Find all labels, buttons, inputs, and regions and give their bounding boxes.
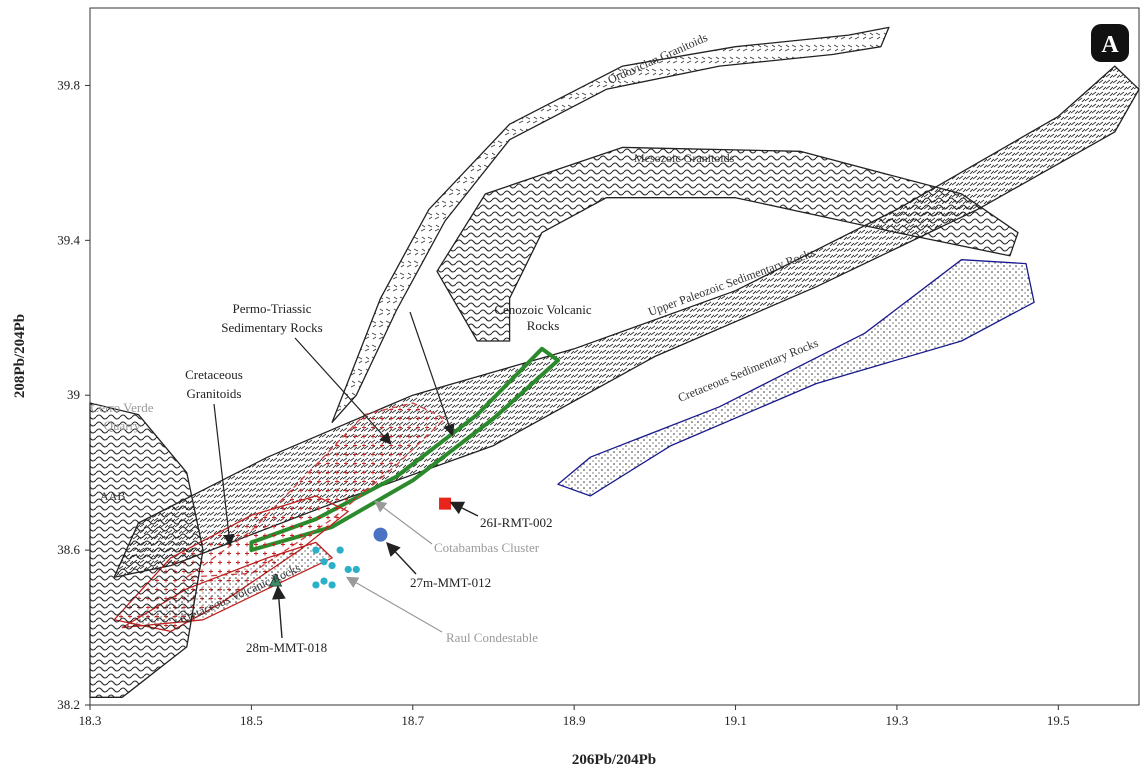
y-tick-label: 39.8 (57, 77, 80, 92)
panel-letter: A (1101, 32, 1119, 58)
y-axis-ticks: 38.2 38.6 39 39.4 39.8 (57, 77, 90, 712)
label-mesozoic-granitoids: Mesozoic Granitoids (634, 151, 735, 165)
label-raul-condestable: Raul Condestable (446, 630, 538, 645)
label-cenozoic-volcanic-2: Rocks (527, 318, 560, 333)
field-mesozoic-granitoids (436, 146, 1019, 342)
label-sample-26I-RMT-002: 26I-RMT-002 (480, 515, 552, 530)
x-axis-ticks: 18.3 18.5 18.7 18.9 19.1 19.3 19.5 (79, 705, 1070, 728)
label-aab: AAB (100, 489, 125, 503)
field-cerro-verde-quarry (89, 402, 204, 698)
arrow-cotabambas (374, 500, 433, 545)
arrow-permo-triassic (294, 337, 392, 445)
x-tick-label: 18.7 (401, 713, 424, 728)
x-tick-label: 18.5 (240, 713, 263, 728)
point-raul-condestable (312, 546, 320, 554)
label-cerro-verde-2: Quarry (104, 418, 141, 433)
x-axis-title: 206Pb/204Pb (572, 752, 656, 768)
field-ordovician-granitoids (331, 26, 890, 423)
x-tick-label: 18.9 (563, 713, 586, 728)
arrow-raul-condestable (345, 576, 443, 633)
y-tick-label: 38.2 (57, 697, 80, 712)
field-cretaceous-sedimentary-rocks (557, 259, 1035, 497)
panel-badge (1091, 24, 1129, 62)
label-cotabambas-cluster: Cotabambas Cluster (434, 540, 540, 555)
arrow-28m-MMT-018 (271, 585, 286, 639)
point-raul-condestable (352, 565, 360, 574)
compositional-fields (89, 26, 1140, 698)
label-permo-triassic-2: Sedimentary Rocks (221, 320, 322, 335)
point-26i-rmt-002 (439, 497, 452, 510)
point-27m-mmt-012 (373, 527, 388, 542)
label-cretaceous-granitoids-1: Cretaceous (185, 367, 243, 382)
point-raul-condestable (328, 581, 336, 589)
label-cerro-verde-1: Cerro Verde (91, 400, 154, 415)
arrow-permo-triassic-2 (409, 311, 455, 437)
label-cretaceous-granitoids-2: Granitoids (187, 386, 242, 401)
point-raul-condestable (320, 558, 328, 566)
arrow-cretaceous-granitoids (213, 403, 235, 547)
point-raul-condestable (320, 577, 328, 585)
label-permo-triassic-1: Permo-Triassic (233, 301, 312, 316)
point-raul-condestable (344, 565, 352, 574)
point-raul-condestable (328, 562, 336, 570)
x-tick-label: 19.3 (886, 713, 909, 728)
label-cenozoic-volcanic-1: Cenozoic Volcanic (494, 302, 592, 317)
label-sample-28m-MMT-018: 28m-MMT-018 (246, 640, 327, 655)
arrow-26I-RMT-002 (449, 501, 479, 517)
y-tick-label: 38.6 (57, 542, 80, 557)
sample-points (268, 497, 452, 589)
point-raul-condestable (312, 581, 320, 589)
x-tick-label: 19.1 (724, 713, 747, 728)
y-tick-label: 39 (67, 387, 80, 402)
y-tick-label: 39.4 (57, 232, 80, 247)
arrow-27m-MMT-012 (386, 541, 417, 575)
x-tick-label: 19.5 (1047, 713, 1070, 728)
y-axis-title: 208Pb/204Pb (12, 314, 28, 398)
x-tick-label: 18.3 (79, 713, 102, 728)
point-raul-condestable (336, 546, 344, 554)
label-sample-27m-MMT-012: 27m-MMT-012 (410, 575, 491, 590)
